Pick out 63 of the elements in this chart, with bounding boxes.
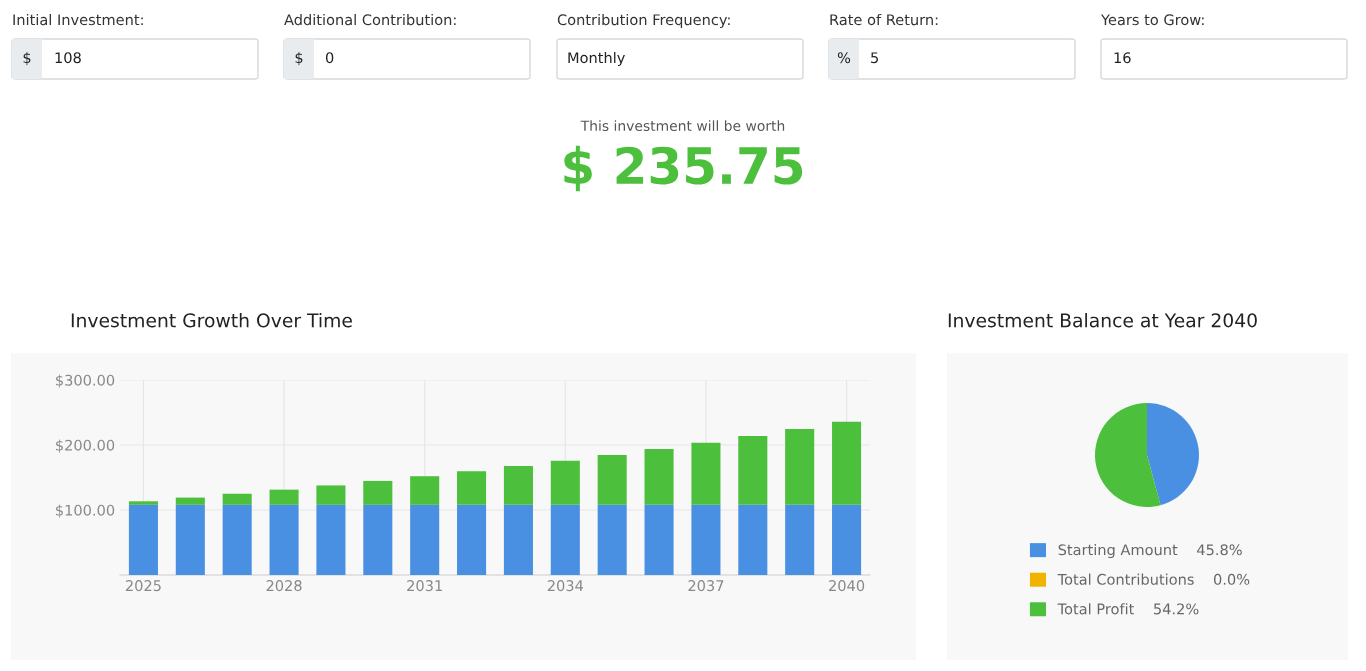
text: % bbox=[837, 52, 851, 64]
bar bbox=[363, 504, 393, 575]
x-tick-label: 2028 bbox=[266, 580, 302, 592]
bar bbox=[550, 460, 580, 505]
bar bbox=[785, 429, 815, 505]
chart-title: Investment Balance at Year 2040 bbox=[948, 312, 1257, 328]
text: Contribution Frequency: bbox=[557, 13, 730, 29]
text: Monthly bbox=[568, 51, 625, 67]
pie-slice bbox=[1147, 403, 1199, 506]
bar bbox=[503, 504, 533, 575]
bar bbox=[785, 504, 815, 575]
bar bbox=[738, 436, 768, 505]
bar bbox=[691, 504, 721, 575]
bar bbox=[597, 454, 627, 505]
text: Years to Grow: bbox=[1100, 14, 1204, 26]
text: Initial Investment: bbox=[13, 13, 143, 26]
y-tick-label: $300.00 bbox=[56, 374, 115, 388]
y-tick-label: $100.00 bbox=[56, 504, 115, 518]
text: This investment will be worth bbox=[580, 120, 785, 132]
pie-slice bbox=[1095, 403, 1161, 507]
text: 16 bbox=[1114, 52, 1131, 64]
bar bbox=[832, 421, 862, 505]
legend-label: Total Contributions 0.0% bbox=[1057, 573, 1250, 585]
bar bbox=[128, 501, 158, 505]
bar bbox=[222, 493, 252, 505]
bar bbox=[832, 504, 862, 575]
bar bbox=[550, 504, 580, 575]
bar bbox=[457, 471, 487, 505]
chart-title: Investment Growth Over Time bbox=[71, 312, 352, 328]
x-tick-label: 2037 bbox=[688, 580, 724, 592]
x-tick-label: 2040 bbox=[829, 580, 865, 592]
bar bbox=[503, 466, 533, 505]
bar bbox=[222, 504, 252, 575]
bar bbox=[316, 485, 346, 505]
bar bbox=[410, 476, 440, 505]
bar bbox=[316, 504, 346, 575]
bar bbox=[363, 480, 393, 505]
text: 5 bbox=[871, 52, 878, 64]
bar bbox=[644, 504, 674, 575]
text: $ bbox=[295, 51, 303, 66]
text: Rate of Return: bbox=[830, 13, 938, 26]
legend-label: Total Profit 54.2% bbox=[1057, 603, 1199, 615]
bar bbox=[269, 504, 299, 575]
text: Additional Contribution: bbox=[284, 13, 456, 26]
text: $ bbox=[23, 51, 31, 66]
y-tick-label: $200.00 bbox=[56, 439, 115, 453]
bar bbox=[644, 448, 674, 505]
bar bbox=[269, 489, 299, 505]
x-tick-label: 2031 bbox=[407, 580, 442, 592]
x-tick-label: 2034 bbox=[547, 580, 584, 592]
bar bbox=[738, 504, 768, 575]
legend-label: Starting Amount 45.8% bbox=[1058, 544, 1242, 559]
bar bbox=[691, 442, 721, 505]
x-tick-label: 2025 bbox=[125, 580, 161, 592]
bar bbox=[410, 504, 440, 575]
bar bbox=[175, 497, 205, 505]
bar bbox=[457, 504, 487, 575]
text: $ 235.75 bbox=[564, 145, 803, 192]
bar bbox=[597, 504, 627, 575]
text: 0 bbox=[325, 52, 334, 64]
bar bbox=[128, 504, 158, 575]
text: 108 bbox=[55, 52, 81, 64]
bar bbox=[175, 504, 205, 575]
